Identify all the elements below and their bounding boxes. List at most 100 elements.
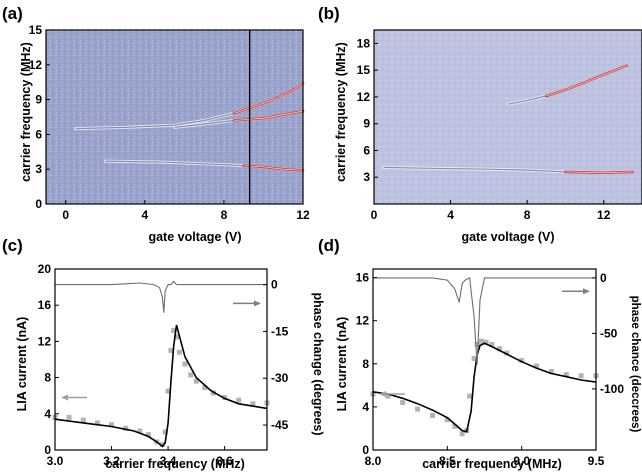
- data-point: [159, 442, 165, 448]
- y2-tick-label: 0: [271, 278, 278, 292]
- data-point: [578, 373, 584, 379]
- data-point: [176, 349, 182, 355]
- x-tick-label: 4: [142, 208, 149, 222]
- y2-tick-label: -30: [271, 371, 289, 385]
- y-tick-label: 15: [29, 23, 43, 37]
- x-tick-label: 12: [597, 208, 611, 222]
- y-tick-label: 18: [357, 36, 371, 50]
- data-point: [236, 397, 242, 403]
- left-axis-arrowhead: [379, 390, 386, 397]
- plot-frame: [54, 268, 268, 451]
- data-point: [474, 341, 480, 347]
- right-axis-arrowhead: [254, 300, 261, 307]
- panel-label-b: (b): [318, 4, 340, 23]
- panel-c-plot: 3.0 3.2 3.4 3.6 0 4 8 12 16 20 0 -15 -30 -45: [38, 262, 289, 468]
- data-point: [430, 413, 435, 418]
- x-tick-label: 3.4: [160, 454, 177, 468]
- phase-line: [373, 277, 596, 365]
- data-point: [496, 346, 502, 352]
- panel-label-c: (c): [2, 236, 23, 255]
- x-tick-label: 8.5: [439, 454, 456, 468]
- y-tick-label: 0: [362, 443, 369, 457]
- data-point: [123, 425, 129, 431]
- y-tick-label: 9: [363, 117, 370, 131]
- y-tick-label: 12: [38, 334, 52, 348]
- heatmap-trace-highlight-core-2: [233, 83, 304, 114]
- data-point: [534, 363, 539, 369]
- y-tick-label: 0: [35, 197, 42, 211]
- data-point: [444, 417, 450, 423]
- data-point: [210, 390, 216, 396]
- data-point: [452, 423, 458, 429]
- panel-b-plot: 0 4 8 12 3 6 9 12 15 18: [357, 29, 642, 222]
- heatmap-trace-highlight-core-3: [233, 110, 304, 121]
- data-point: [188, 372, 194, 378]
- xlabel-c: carrier frequency (MHz): [105, 457, 245, 471]
- x-tick-label: 12: [296, 208, 310, 222]
- data-point: [80, 417, 86, 423]
- y2-tick-label: -50: [600, 326, 618, 340]
- heatmap-trace-highlight-core-1: [565, 171, 633, 174]
- data-point: [145, 432, 151, 438]
- y-tick-label: 15: [357, 63, 371, 77]
- heatmap-background: [374, 30, 642, 204]
- right-axis-arrowhead: [583, 288, 590, 295]
- y-tick-label: 12: [356, 314, 370, 328]
- plot-frame: [372, 268, 597, 451]
- data-point: [137, 428, 143, 434]
- y-tick-label: 4: [44, 407, 51, 421]
- data-point: [171, 328, 177, 333]
- data-point: [548, 368, 554, 374]
- heatmap-trace-highlight-core-1: [243, 165, 304, 171]
- data-point: [459, 431, 465, 437]
- ylabel-a: carrier frequency (MHz): [19, 42, 33, 182]
- data-point: [174, 334, 179, 340]
- panel-label-d: (d): [318, 236, 340, 255]
- data-point: [519, 358, 525, 364]
- y-tick-label: 12: [29, 58, 43, 72]
- xlabel-a: gate voltage (V): [148, 230, 241, 244]
- plot-frame: [45, 29, 304, 205]
- y2label-d: phase chance (deccrees): [629, 296, 641, 433]
- y-tick-label: 9: [35, 93, 42, 107]
- ylabel-d: LIA current (nA): [335, 317, 349, 412]
- data-point: [415, 406, 421, 412]
- x-tick-label: 0: [371, 208, 378, 222]
- y-tick-label: 8: [44, 371, 51, 385]
- fit-line: [54, 324, 268, 448]
- y-tick-label: 12: [357, 90, 371, 104]
- x-tick-label: 0: [62, 208, 69, 222]
- data-point: [479, 338, 484, 344]
- plot-frame: [373, 29, 642, 205]
- data-point: [182, 361, 188, 367]
- data-point: [94, 420, 100, 426]
- left-axis-arrowhead: [61, 394, 68, 401]
- x-tick-label: 3.2: [103, 454, 120, 468]
- y2-tick-label: -45: [271, 418, 289, 432]
- fit-line: [372, 342, 597, 433]
- phase-line: [55, 280, 267, 313]
- data-point: [162, 429, 168, 435]
- heatmap-trace-highlight-core-2: [546, 65, 627, 97]
- data-point: [563, 372, 569, 378]
- data-point: [385, 393, 391, 399]
- x-tick-label: 9.5: [588, 454, 605, 468]
- y-tick-label: 8: [362, 357, 369, 371]
- y-tick-label: 16: [356, 271, 370, 285]
- x-tick-label: 8.0: [365, 454, 382, 468]
- y-tick-label: 6: [35, 127, 42, 141]
- data-point: [400, 400, 406, 406]
- x-tick-label: 3.6: [216, 454, 233, 468]
- y-tick-label: 20: [38, 262, 52, 276]
- data-point: [504, 350, 510, 356]
- data-point: [483, 339, 489, 345]
- y2-tick-label: 0: [600, 271, 607, 285]
- y-tick-label: 3: [363, 170, 370, 184]
- x-tick-label: 8: [221, 208, 228, 222]
- x-tick-label: 9.0: [513, 454, 530, 468]
- y-tick-label: 4: [362, 400, 369, 414]
- panel-d-plot: 8.0 8.5 9.0 9.5 0 4 8 12 16 0 -50 -100: [356, 268, 624, 468]
- data-point: [168, 347, 174, 353]
- x-tick-label: 3.0: [47, 454, 64, 468]
